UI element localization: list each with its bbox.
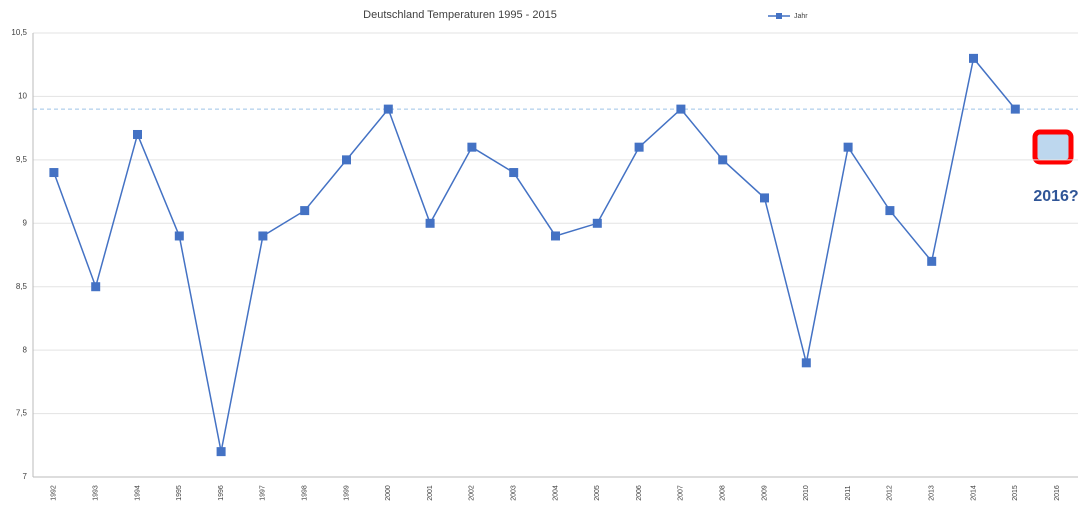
point [843,142,853,152]
y-tick-label: 10,5 [11,28,27,37]
x-tick-label: 2010 [803,485,810,501]
y-tick-label: 9 [23,218,28,227]
x-tick-label: 2009 [761,485,768,501]
series-line [53,56,1016,452]
point [49,168,59,178]
x-tick-label: 2001 [427,485,434,501]
y-tick-label: 8 [23,345,28,354]
x-tick-label: 2006 [636,485,643,501]
point [216,447,226,457]
x-tick-label: 1996 [218,485,225,501]
point [969,53,978,63]
point [718,155,728,165]
x-tick-label: 1993 [93,485,100,501]
point [91,282,101,292]
x-tick-label: 1994 [134,485,141,501]
point [342,155,351,165]
y-tick-label: 7,5 [16,409,28,418]
x-tick-label: 2007 [678,485,685,501]
point [885,206,895,216]
point [133,129,142,139]
point [801,358,811,368]
x-tick-label: 2003 [511,485,518,501]
point [509,168,519,178]
x-tick-label: 1997 [260,485,267,501]
x-tick-label: 2008 [720,485,727,501]
y-tick-label: 7 [23,472,28,481]
point [425,218,435,228]
legend-label: Jahr [794,13,808,20]
y-tick-label: 9,5 [16,155,28,164]
x-tick-label: 2012 [887,485,894,501]
x-tick-label: 2011 [845,485,852,500]
point [592,218,602,228]
x-tick-label: 2002 [469,485,476,501]
x-tick-label: 1995 [176,485,183,501]
legend-marker [776,13,782,19]
x-tick-label: 2016 [1054,485,1061,501]
x-tick-label: 2015 [1012,485,1019,501]
point [383,104,393,114]
y-tick-label: 8,5 [16,282,28,291]
highlight-box [1032,129,1074,165]
chart-title: Deutschland Temperaturen 1995 - 2015 [363,9,557,21]
y-tick-label: 10 [18,92,27,101]
point [760,193,769,203]
point [258,231,268,241]
point [634,142,644,152]
annotation: 2016? [1033,188,1078,205]
x-tick-label: 2005 [594,485,601,501]
x-tick-label: 2014 [970,485,977,501]
point [1010,104,1020,114]
point [174,231,184,241]
point [551,231,560,241]
x-tick-label: 1992 [51,485,58,501]
x-tick-label: 2000 [385,485,392,501]
point [467,142,477,152]
point [927,256,937,266]
point [300,206,310,216]
x-tick-label: 2004 [552,485,559,501]
point [676,104,686,114]
x-tick-label: 2013 [929,485,936,501]
x-tick-label: 1999 [343,485,350,501]
x-tick-label: 1998 [302,485,309,501]
